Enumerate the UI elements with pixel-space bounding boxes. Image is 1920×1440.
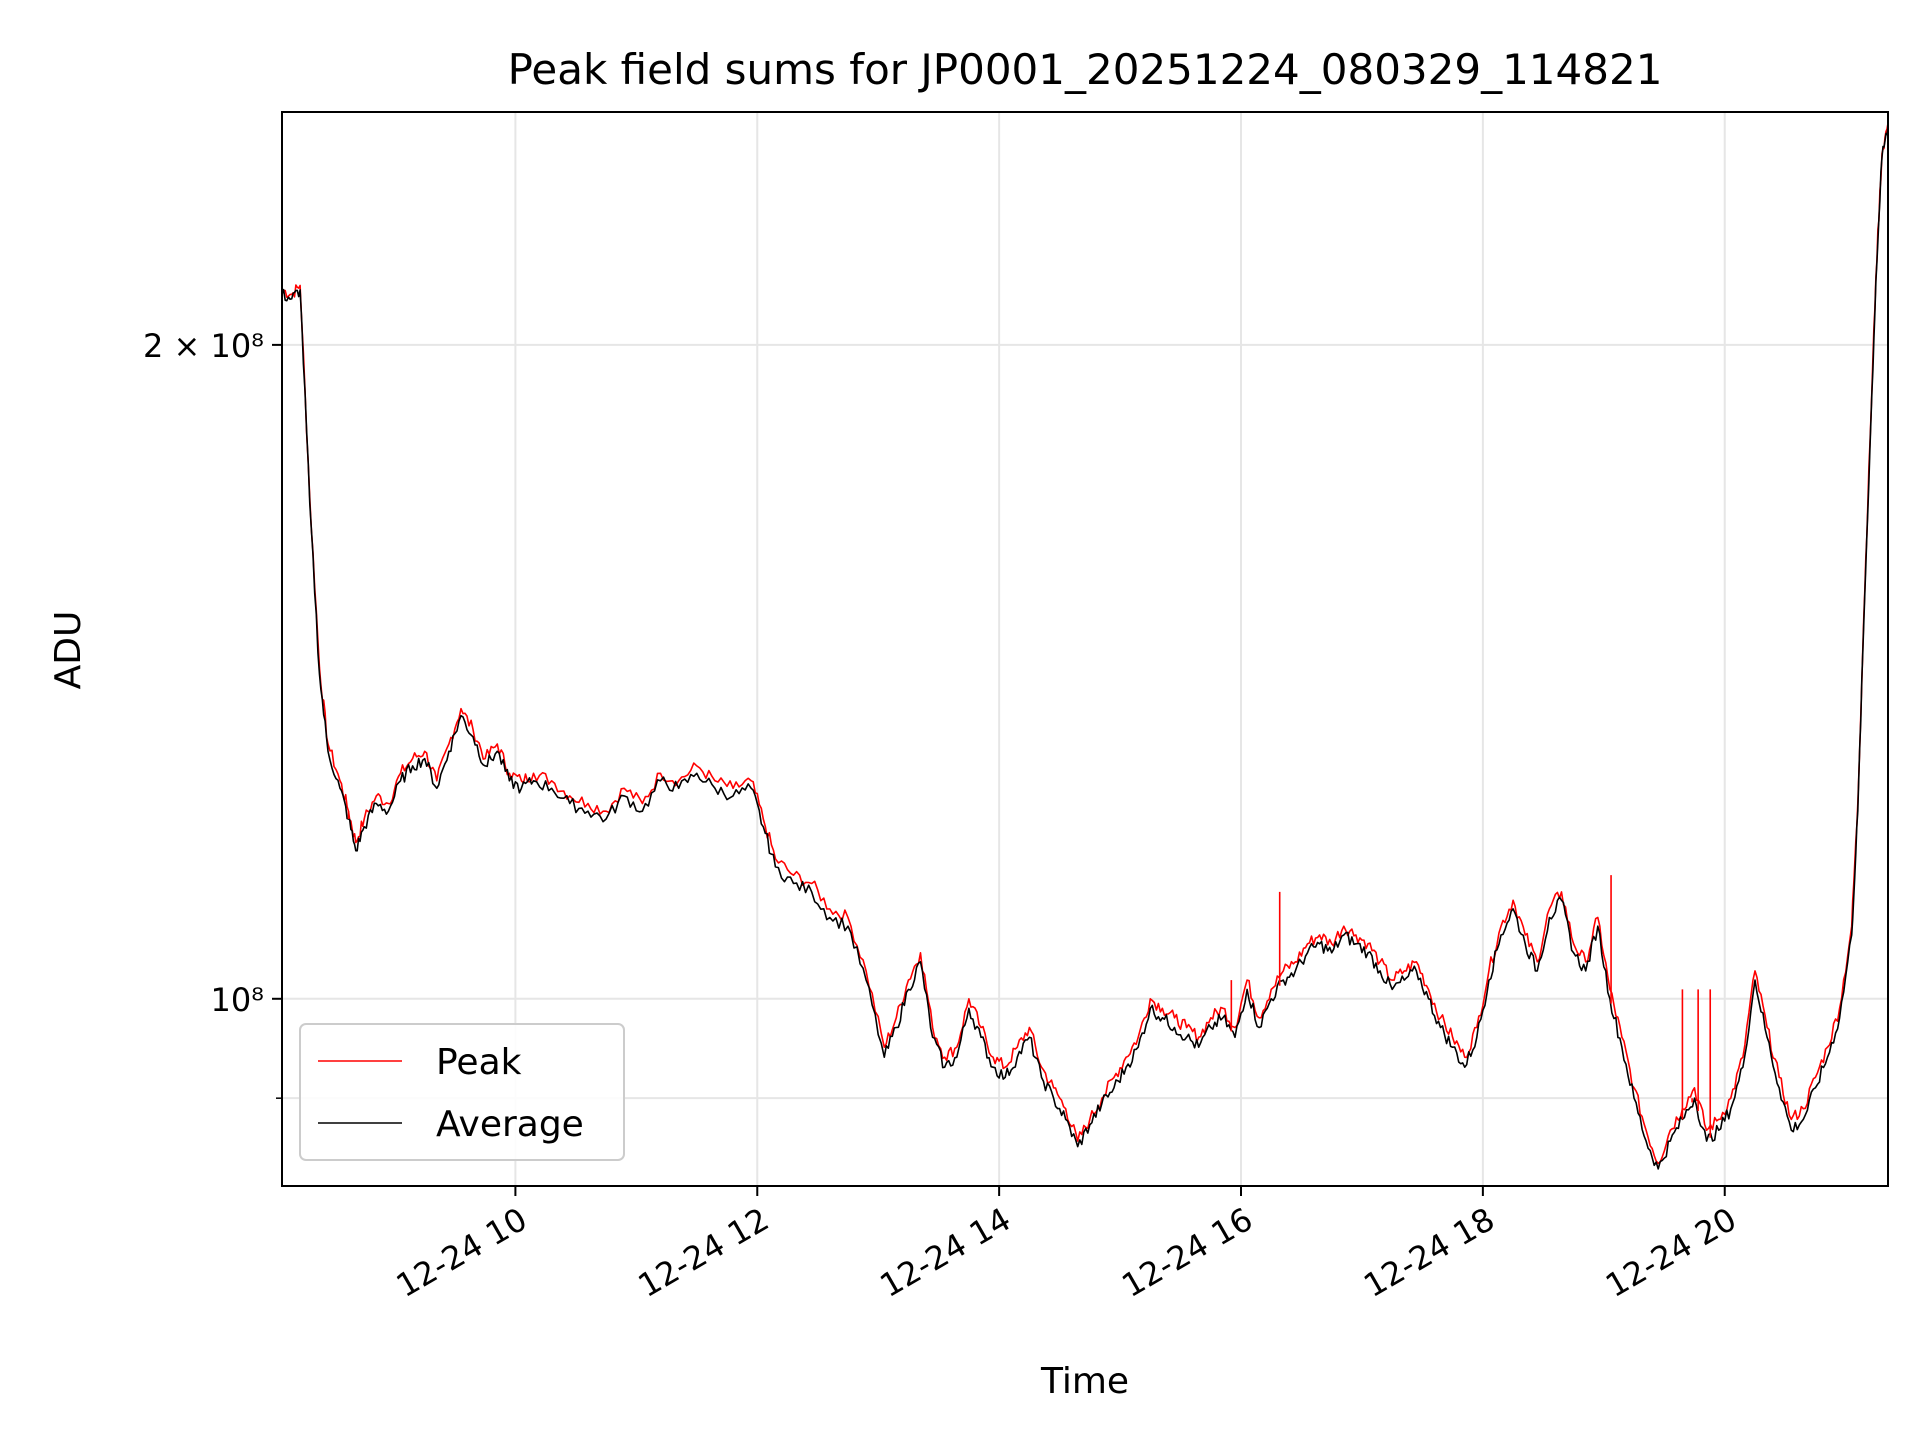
- series-layer: [281, 122, 1889, 1170]
- y-tick-label: 2 × 10⁸: [143, 327, 264, 365]
- y-axis-label: ADU: [48, 611, 89, 690]
- legend-box: [299, 1023, 625, 1161]
- legend-peak-label: Peak: [436, 1042, 522, 1083]
- y-tick-label: 10⁸: [210, 981, 264, 1019]
- series-line-average: [281, 126, 1889, 1170]
- legend-average-label: Average: [436, 1104, 584, 1145]
- legend: Peak Average: [299, 1023, 625, 1161]
- chart-title: Peak field sums for JP0001_20251224_0803…: [508, 45, 1663, 94]
- x-axis-label: Time: [1040, 1361, 1129, 1402]
- plot-frame: [281, 111, 1889, 1187]
- series-line-peak: [281, 122, 1889, 1165]
